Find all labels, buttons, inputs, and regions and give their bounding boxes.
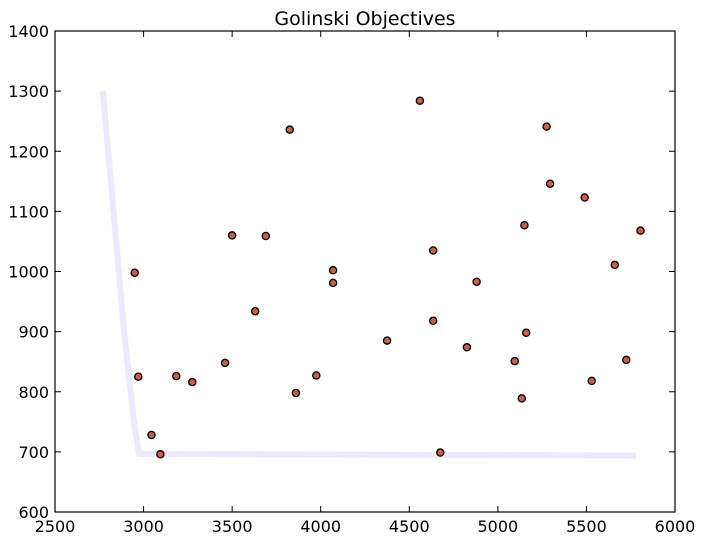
x-tick-label: 2500 — [35, 517, 76, 536]
x-tick-label: 4000 — [300, 517, 341, 536]
data-point — [587, 376, 596, 386]
x-axis: 2500 3000 3500 4000 4500 5000 5500 6000 — [35, 31, 696, 536]
y-tick-label: 1400 — [8, 22, 49, 41]
y-axis: 600 700 800 900 1000 1100 1200 1300 1400 — [8, 22, 675, 522]
plot-frame — [54, 30, 676, 513]
x-tick-label: 4500 — [389, 517, 430, 536]
x-tick-label: 5000 — [477, 517, 518, 536]
data-point — [428, 246, 438, 255]
data-point — [622, 355, 631, 365]
chart-title: Golinski Objectives — [274, 8, 455, 30]
x-tick-label: 5500 — [566, 517, 607, 536]
frontier-line — [99, 90, 637, 459]
y-tick-label: 1200 — [8, 142, 49, 161]
data-point — [134, 372, 143, 381]
data-point — [462, 343, 472, 352]
data-point — [580, 193, 589, 202]
data-point — [542, 122, 551, 131]
data-point — [636, 226, 645, 235]
y-tick-label: 600 — [18, 503, 49, 522]
data-point — [291, 388, 301, 398]
x-tick-label: 3500 — [212, 517, 253, 536]
data-point — [285, 125, 294, 134]
data-point — [312, 371, 321, 380]
y-tick-label: 900 — [18, 323, 49, 342]
data-point — [250, 306, 260, 316]
data-point — [382, 336, 392, 345]
y-tick-label: 1300 — [8, 82, 49, 101]
y-tick-label: 700 — [18, 443, 49, 462]
data-point — [472, 277, 481, 286]
data-point — [328, 266, 338, 275]
y-tick-label: 800 — [18, 383, 49, 402]
data-point — [520, 220, 529, 230]
y-tick-label: 1000 — [8, 263, 49, 282]
data-point — [220, 358, 230, 368]
data-point — [610, 260, 620, 270]
frontier-band — [99, 90, 637, 459]
data-point — [510, 356, 519, 366]
data-point — [147, 430, 156, 440]
data-point — [261, 231, 271, 241]
data-point — [227, 231, 237, 240]
data-points — [130, 96, 645, 459]
data-point — [428, 316, 438, 326]
data-point — [188, 377, 197, 387]
data-point — [328, 278, 338, 288]
data-point — [545, 179, 555, 188]
data-point — [156, 450, 165, 459]
data-point — [130, 268, 139, 277]
x-tick-label: 3000 — [123, 517, 164, 536]
y-tick-label: 1100 — [8, 202, 49, 221]
data-point — [521, 328, 531, 338]
data-point — [415, 96, 425, 105]
data-point — [436, 448, 445, 457]
x-tick-label: 6000 — [655, 517, 696, 536]
data-point — [172, 371, 181, 381]
data-point — [517, 394, 527, 403]
